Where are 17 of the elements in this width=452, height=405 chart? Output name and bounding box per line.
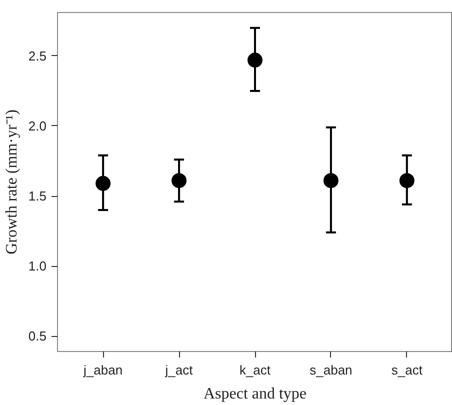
point <box>399 173 414 188</box>
y-tick-label: 0.5 <box>28 328 47 344</box>
point <box>248 52 262 68</box>
y-tick-label: 1.5 <box>28 188 47 204</box>
y-tick-label: 2.0 <box>28 118 47 134</box>
x-tick-label: s_aban <box>310 362 352 378</box>
x-tick-label: j_act <box>164 362 194 378</box>
point <box>172 173 187 188</box>
point <box>96 176 111 191</box>
y-tick-label: 1.0 <box>28 258 47 274</box>
x-axis-title: Aspect and type <box>203 386 307 402</box>
y-axis-title: Growth rate (mm·yr⁻¹) <box>3 110 20 254</box>
point <box>323 173 338 188</box>
x-tick-label: s_act <box>391 362 423 378</box>
x-tick-label: j_aban <box>82 362 123 378</box>
x-tick-label: k_act <box>239 362 271 378</box>
y-tick-label: 2.5 <box>28 48 47 64</box>
